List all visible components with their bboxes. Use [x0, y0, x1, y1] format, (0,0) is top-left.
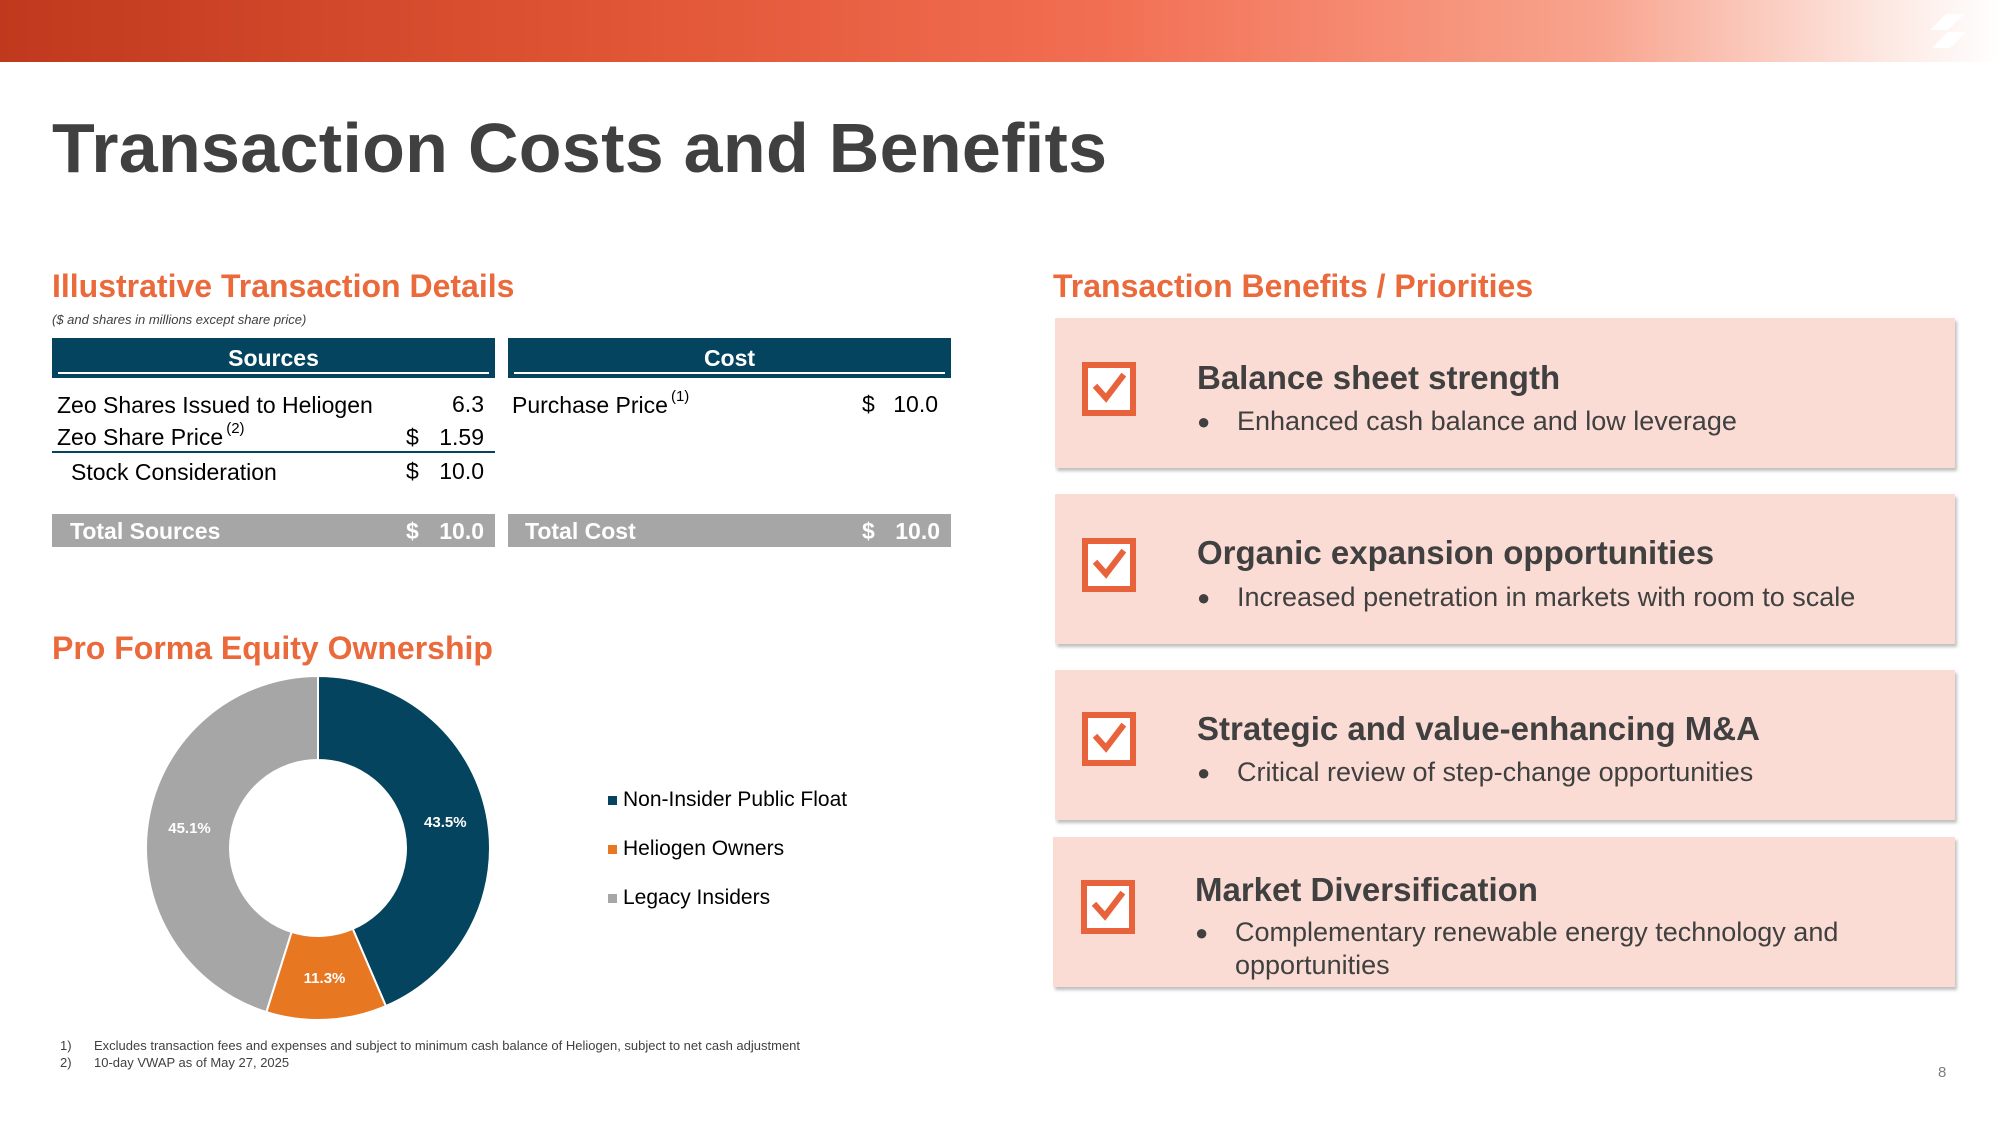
- units-note: ($ and shares in millions except share p…: [52, 312, 307, 327]
- sources-row-label: Zeo Shares Issued to Heliogen: [57, 392, 373, 418]
- sources-row-value: 10.0: [439, 458, 484, 484]
- footnote: 2) 10-day VWAP as of May 27, 2025: [60, 1054, 800, 1071]
- cost-header-label: Cost: [703, 344, 756, 371]
- currency-symbol: $: [862, 391, 875, 417]
- total-cost-label: Total Cost: [525, 518, 636, 544]
- cost-row-value: 10.0: [893, 391, 938, 417]
- donut-slice-non-insider-public-float: [317, 674, 491, 1008]
- checkbox-check-icon: [1081, 880, 1135, 934]
- total-sources-bar: Total Sources $ 10.0: [52, 514, 495, 547]
- ownership-section-title: Pro Forma Equity Ownership: [52, 630, 493, 666]
- legend-swatch: [608, 893, 617, 903]
- footnote-number: 2): [60, 1055, 72, 1070]
- footnotes: 1) Excludes transaction fees and expenses…: [60, 1037, 800, 1071]
- benefit-bullet: ● Increased penetration in markets with …: [1197, 581, 1957, 614]
- donut-data-label: 11.3%: [304, 970, 346, 987]
- total-sources-label: Total Sources: [70, 518, 221, 544]
- cost-header: Cost: [508, 338, 951, 378]
- benefit-title: Organic expansion opportunities: [1197, 534, 1715, 571]
- footnote-ref: (2): [226, 420, 245, 437]
- details-section-title: Illustrative Transaction Details: [52, 268, 515, 304]
- page-number: 8: [1938, 1064, 1947, 1081]
- sources-row-label: Stock Consideration: [71, 459, 277, 485]
- benefits-section-title: Transaction Benefits / Priorities: [1053, 268, 1534, 304]
- bullet-icon: ●: [1197, 409, 1211, 434]
- currency-symbol: $: [406, 458, 419, 484]
- cost-row-label-text: Purchase Price: [512, 392, 668, 418]
- footnote-number: 1): [60, 1038, 72, 1053]
- legend-item: Legacy Insiders: [608, 886, 770, 910]
- benefit-card: Market Diversification ● Complementary r…: [1053, 837, 1955, 987]
- subtotal-rule: [52, 451, 495, 453]
- sources-row-value: 1.59: [439, 424, 484, 450]
- legend-label: Legacy Insiders: [623, 886, 771, 909]
- checkbox-check-icon: [1082, 712, 1136, 766]
- sources-header: Sources: [52, 338, 495, 378]
- footnote-text: 10-day VWAP as of May 27, 2025: [94, 1055, 290, 1070]
- benefit-bullet: ● Complementary renewable energy technol…: [1195, 916, 1955, 982]
- footnote-text: Excludes transaction fees and expenses a…: [94, 1038, 801, 1053]
- legend-item: Non-Insider Public Float: [608, 788, 847, 812]
- footnote-ref: (1): [670, 388, 690, 405]
- page-title: Transaction Costs and Benefits: [52, 109, 1108, 187]
- bullet-icon: ●: [1197, 585, 1211, 610]
- legend-swatch: [608, 795, 617, 805]
- donut-data-label: 45.1%: [168, 820, 211, 837]
- footnote: 1) Excludes transaction fees and expenses…: [60, 1037, 800, 1054]
- checkbox-check-icon: [1082, 362, 1136, 416]
- sources-row-label-text: Zeo Share Price: [57, 424, 224, 450]
- legend-swatch: [608, 844, 617, 854]
- sources-header-label: Sources: [228, 344, 319, 371]
- total-cost-bar: Total Cost $ 10.0: [508, 514, 951, 547]
- benefit-card: Balance sheet strength ● Enhanced cash b…: [1055, 318, 1955, 468]
- cost-row-label: Purchase Price (1): [512, 388, 689, 419]
- donut-slice-legacy-insiders: [145, 674, 319, 1014]
- total-cost-value: 10.0: [895, 518, 940, 544]
- currency-symbol: $: [406, 424, 419, 450]
- benefit-title: Balance sheet strength: [1197, 359, 1561, 396]
- legend-label: Non-Insider Public Float: [623, 788, 848, 811]
- company-logo-icon: [1930, 14, 1966, 48]
- benefit-bullet-text: Critical review of step-change opportuni…: [1237, 757, 1754, 787]
- donut-slice-heliogen-owners: [265, 927, 388, 1021]
- benefit-title: Market Diversification: [1195, 871, 1538, 908]
- benefit-title: Strategic and value-enhancing M&A: [1197, 710, 1760, 747]
- sources-row-value: 6.3: [452, 391, 484, 417]
- bullet-icon: ●: [1197, 760, 1211, 785]
- benefit-card: Organic expansion opportunities ● Increa…: [1055, 494, 1955, 644]
- legend-label: Heliogen Owners: [623, 837, 785, 860]
- checkbox-check-icon: [1082, 538, 1136, 592]
- benefit-bullet-text: Increased penetration in markets with ro…: [1237, 582, 1856, 612]
- legend-item: Heliogen Owners: [608, 837, 784, 861]
- benefit-bullet-text: Complementary renewable energy technolog…: [1235, 917, 1839, 980]
- header-gradient-bar: [0, 0, 2000, 62]
- benefit-card: Strategic and value-enhancing M&A ● Crit…: [1055, 670, 1955, 820]
- currency-symbol: $: [862, 518, 875, 544]
- total-sources-value: 10.0: [439, 518, 484, 544]
- benefit-bullet: ● Enhanced cash balance and low leverage: [1197, 405, 1957, 438]
- benefit-bullet: ● Critical review of step-change opportu…: [1197, 756, 1957, 789]
- benefit-bullet-text: Enhanced cash balance and low leverage: [1237, 406, 1737, 436]
- bullet-icon: ●: [1195, 920, 1209, 945]
- currency-symbol: $: [406, 518, 419, 544]
- sources-row-label: Zeo Share Price (2): [57, 420, 245, 451]
- donut-data-label: 43.5%: [424, 814, 467, 831]
